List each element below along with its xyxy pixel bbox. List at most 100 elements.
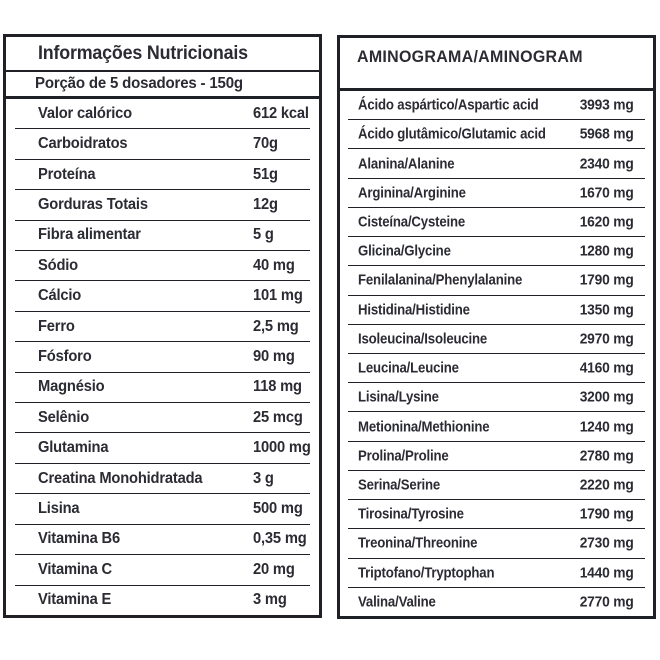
row-label: Treonina/Threonine (358, 534, 478, 552)
table-row: Cisteína/Cysteine 1620 mg (348, 208, 645, 238)
nutrition-facts-table: Informações Nutricionais Porção de 5 dos… (3, 34, 322, 618)
row-value: 51g (253, 165, 278, 183)
row-label: Lisina/Lysine (358, 388, 439, 406)
table-row: Tirosina/Tyrosine 1790 mg (348, 500, 645, 530)
row-label: Vitamina C (38, 560, 112, 578)
row-value: 12g (253, 195, 278, 213)
row-value: 612 kcal (253, 104, 309, 122)
table-row: Leucina/Leucine 4160 mg (348, 354, 645, 384)
row-label: Gorduras Totais (38, 195, 148, 213)
table-row: Fenilalanina/Phenylalanine 1790 mg (348, 266, 645, 296)
row-value: 3 g (253, 469, 274, 487)
nutrition-facts-title-text: Informações Nutricionais (38, 42, 248, 64)
aminogram-title: AMINOGRAMA/AMINOGRAM (340, 38, 653, 91)
row-value: 3993 mg (580, 96, 634, 114)
row-label: Ferro (38, 317, 75, 335)
row-label: Selênio (38, 408, 90, 426)
row-value: 4160 mg (580, 359, 634, 377)
table-row: Arginina/Arginine 1670 mg (348, 179, 645, 208)
table-row: Glicina/Glycine 1280 mg (348, 237, 645, 267)
row-label: Cisteína/Cysteine (358, 213, 466, 231)
row-value: 3200 mg (580, 388, 634, 406)
row-label: Isoleucina/Isoleucine (358, 330, 488, 348)
row-value: 1670 mg (580, 184, 634, 202)
table-row: Valor calórico 612 kcal (15, 99, 310, 130)
row-value: 90 mg (253, 347, 295, 365)
row-value: 500 mg (253, 499, 303, 517)
row-label: Glutamina (38, 439, 109, 457)
table-row: Ácido glutâmico/Glutamic acid 5968 mg (348, 120, 645, 150)
table-row: Gorduras Totais 12g (15, 190, 310, 221)
row-label: Fenilalanina/Phenylalanine (358, 271, 523, 289)
table-row: Glutamina 1000 mg (15, 433, 311, 464)
row-label: Ácido glutâmico/Glutamic acid (358, 125, 546, 143)
row-label: Carboidratos (38, 135, 128, 153)
row-label: Lisina (38, 499, 80, 517)
table-row: Vitamina B6 0,35 mg (15, 525, 310, 556)
table-row: Treonina/Threonine 2730 mg (348, 529, 645, 559)
row-value: 2340 mg (580, 155, 634, 173)
row-value: 2780 mg (580, 447, 634, 465)
row-value: 2970 mg (580, 330, 634, 348)
row-value: 1000 mg (253, 439, 311, 457)
table-row: Fibra alimentar 5 g (15, 221, 310, 252)
table-row: Fósforo 90 mg (15, 342, 310, 373)
row-value: 2770 mg (580, 593, 634, 611)
row-value: 5 g (253, 226, 274, 244)
row-label: Leucina/Leucine (358, 359, 459, 377)
row-label: Vitamina E (38, 591, 112, 609)
row-label: Cálcio (38, 287, 82, 305)
row-value: 40 mg (253, 256, 295, 274)
row-value: 2,5 mg (253, 317, 299, 335)
row-value: 1790 mg (580, 505, 634, 523)
row-label: Proteína (38, 165, 96, 183)
row-label: Fibra alimentar (38, 226, 141, 244)
aminogram-rows: Ácido aspártico/Aspartic acid 3993 mg Ác… (348, 91, 645, 616)
row-label: Metionina/Methionine (358, 418, 490, 436)
row-value: 1440 mg (580, 564, 634, 582)
row-label: Prolina/Proline (358, 447, 449, 465)
row-label: Alanina/Alanine (358, 155, 455, 173)
table-row: Isoleucina/Isoleucine 2970 mg (348, 325, 645, 354)
row-label: Arginina/Arginine (358, 184, 466, 202)
aminogram-table: AMINOGRAMA/AMINOGRAM Ácido aspártico/Asp… (337, 35, 656, 619)
table-row: Valina/Valine 2770 mg (348, 588, 645, 616)
row-label: Creatina Monohidratada (38, 469, 203, 487)
row-value: 70g (253, 135, 278, 153)
row-value: 3 mg (253, 591, 287, 609)
row-label: Glicina/Glycine (358, 242, 451, 260)
table-row: Metionina/Methionine 1240 mg (348, 412, 645, 442)
row-value: 1790 mg (580, 271, 634, 289)
table-row: Vitamina E 3 mg (15, 586, 310, 615)
table-row: Sódio 40 mg (15, 251, 310, 282)
row-label: Valor calórico (38, 104, 132, 122)
row-value: 101 mg (253, 287, 303, 305)
row-value: 118 mg (253, 378, 302, 396)
row-value: 1280 mg (580, 242, 634, 260)
row-value: 1240 mg (580, 418, 634, 436)
table-row: Cálcio 101 mg (15, 281, 310, 312)
row-label: Valina/Valine (358, 593, 436, 611)
table-row: Prolina/Proline 2780 mg (348, 442, 645, 471)
table-row: Vitamina C 20 mg (15, 555, 310, 586)
table-row: Histidina/Histidine 1350 mg (348, 296, 645, 325)
table-row: Serina/Serine 2220 mg (348, 471, 645, 501)
table-row: Proteína 51g (15, 160, 310, 191)
table-row: Alanina/Alanine 2340 mg (348, 149, 645, 179)
table-row: Selênio 25 mcg (15, 403, 310, 434)
row-value: 1620 mg (580, 213, 634, 231)
row-label: Serina/Serine (358, 476, 441, 494)
table-row: Lisina/Lysine 3200 mg (348, 383, 645, 413)
row-label: Tirosina/Tyrosine (358, 505, 464, 523)
table-row: Creatina Monohidratada 3 g (15, 464, 310, 495)
nutrition-facts-title: Informações Nutricionais (6, 37, 319, 72)
nutrition-facts-rows: Valor calórico 612 kcal Carboidratos 70g… (15, 99, 311, 615)
row-value: 25 mcg (253, 408, 303, 426)
row-label: Ácido aspártico/Aspartic acid (358, 96, 539, 114)
row-value: 2730 mg (580, 534, 634, 552)
row-label: Triptofano/Tryptophan (358, 564, 495, 582)
table-row: Triptofano/Tryptophan 1440 mg (348, 559, 645, 588)
table-row: Ferro 2,5 mg (15, 312, 310, 343)
row-value: 2220 mg (580, 476, 634, 494)
